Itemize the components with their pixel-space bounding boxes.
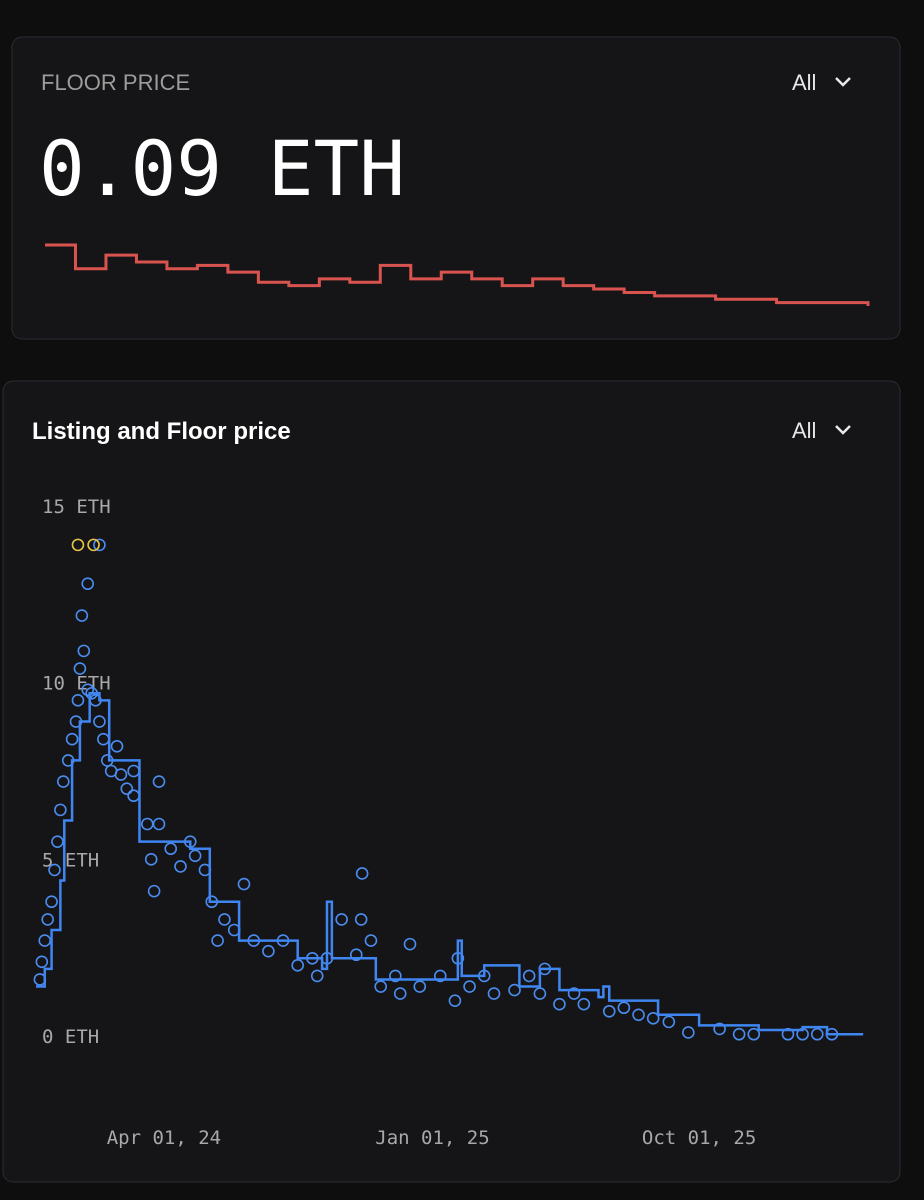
listing-point (354, 913, 368, 926)
listing-point (144, 853, 158, 866)
listing-point (262, 944, 275, 958)
floor-value: 0.09 ETH (39, 124, 405, 213)
listing-point (335, 913, 348, 926)
listing-point (218, 913, 231, 926)
listing-point (732, 1027, 746, 1041)
listing-point (508, 983, 521, 997)
listing-point (310, 969, 324, 983)
listing-point (463, 980, 476, 993)
x-tick-label: Jan 01, 25 (375, 1127, 489, 1149)
card-label: FLOOR PRICE (41, 70, 190, 95)
listing-point (393, 987, 407, 1000)
listing-point (41, 913, 54, 926)
listing-point (65, 732, 79, 746)
listing-point (374, 980, 388, 993)
listing-point (77, 644, 91, 658)
listing-point (152, 775, 166, 788)
listing-point (174, 860, 187, 873)
listing-point (188, 849, 202, 863)
listing-point (662, 1015, 676, 1029)
listing-point (747, 1027, 761, 1041)
listing-point (602, 1004, 616, 1018)
listing-point (75, 609, 89, 622)
listing-point (93, 538, 106, 552)
listing-point (87, 538, 100, 552)
y-tick-label: 15 ETH (42, 496, 111, 518)
listing-point (51, 835, 64, 848)
listing-point (93, 715, 106, 728)
listing-point (413, 980, 427, 993)
chart-title: Listing and Floor price (32, 418, 291, 445)
listing-point (522, 969, 536, 983)
listing-point (533, 987, 547, 1000)
listing-point (152, 817, 166, 831)
listing-point (73, 662, 87, 675)
listing-point (71, 538, 85, 552)
listing-point (110, 739, 124, 753)
listing-point (487, 987, 501, 1000)
plot: 0 ETH 5 ETH 10 ETH 15 ETH Apr 01, 24 Jan 01, … (33, 496, 864, 1149)
listing-point (553, 997, 566, 1011)
listing-point (448, 994, 462, 1007)
listing-point (54, 803, 67, 817)
listing-point (567, 987, 581, 1000)
listing-point (35, 955, 49, 969)
listing-point (646, 1012, 660, 1025)
listing-point (810, 1027, 824, 1041)
listing-point (38, 934, 52, 947)
listing-point (45, 895, 58, 909)
floor-card (11, 36, 901, 340)
listing-point (48, 863, 61, 877)
range-select[interactable]: All (792, 70, 816, 95)
listing-point (81, 577, 95, 591)
listing-point (237, 877, 251, 891)
listing-point (81, 683, 95, 697)
y-tick-label: 5 ETH (42, 849, 99, 871)
listing-point (632, 1008, 645, 1022)
listing-point (682, 1026, 695, 1039)
y-tick-label: 0 ETH (42, 1026, 99, 1048)
listing-point (211, 934, 224, 947)
x-tick-label: Oct 01, 25 (642, 1127, 756, 1149)
listing-point (433, 969, 447, 983)
listing-point (120, 782, 134, 795)
listing-point (355, 867, 369, 880)
listing-point (403, 937, 417, 951)
listing-point (164, 842, 178, 856)
listing-point (71, 694, 85, 707)
chevron[interactable] (835, 77, 851, 87)
listing-point (781, 1027, 795, 1041)
listing-point (147, 884, 161, 898)
listing-point (114, 768, 128, 781)
floor-line (35, 692, 864, 1036)
listing-point (577, 997, 591, 1011)
listing-point (291, 959, 304, 972)
sparkline (45, 243, 870, 306)
chevron[interactable] (835, 425, 851, 435)
range-select[interactable]: All (792, 418, 816, 443)
x-tick-label: Apr 01, 24 (107, 1127, 221, 1149)
listing-point (713, 1022, 726, 1036)
chart-card (2, 380, 901, 1183)
listing-point (389, 969, 402, 983)
listing-point (349, 948, 363, 962)
listing-point (364, 934, 378, 947)
y-tick-label: 10 ETH (42, 673, 111, 695)
listing-point (56, 775, 70, 788)
listing-point (617, 1001, 631, 1015)
